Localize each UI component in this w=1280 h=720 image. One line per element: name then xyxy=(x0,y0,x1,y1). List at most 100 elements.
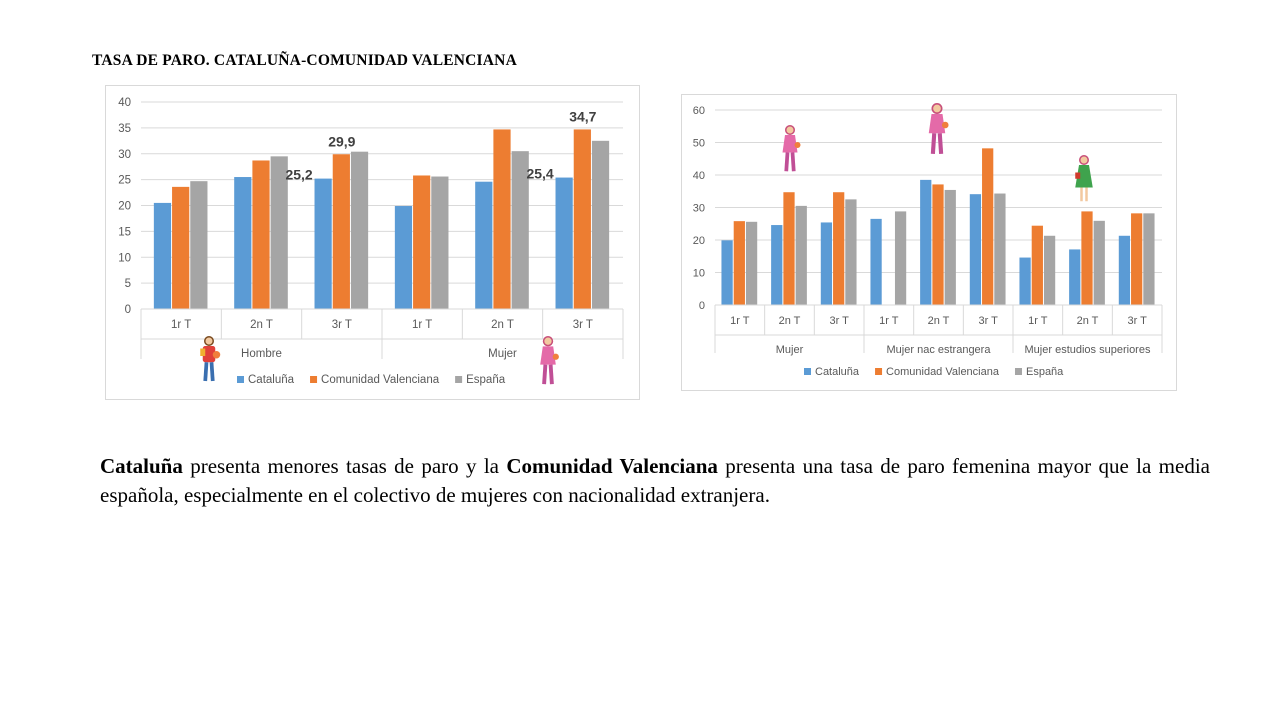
legend-label: España xyxy=(1026,366,1064,378)
y-tick-label: 60 xyxy=(693,105,705,117)
category-label: 3r T xyxy=(332,319,352,331)
bar xyxy=(982,148,994,305)
bar xyxy=(573,129,591,309)
group-label: Mujer xyxy=(488,348,517,360)
y-tick-label: 5 xyxy=(125,278,131,290)
data-label: 34,7 xyxy=(569,108,596,124)
bar xyxy=(1031,225,1043,305)
category-label: 2n T xyxy=(928,315,950,327)
category-label: 1r T xyxy=(1028,315,1048,327)
woman-figure-icon xyxy=(928,102,949,155)
bar xyxy=(1069,249,1081,305)
bar xyxy=(234,177,252,309)
chart-tasa-paro-mujer: 0 10 20 30 40 50 60 1r T 2n T 3r T Mujer 1r T 2n T 3r… xyxy=(681,94,1177,391)
group-label: Mujer xyxy=(776,344,804,356)
legend-label: Cataluña xyxy=(815,366,860,378)
y-tick-label: 25 xyxy=(118,175,131,187)
bar xyxy=(721,240,733,305)
bar xyxy=(190,181,208,309)
bar xyxy=(745,221,758,305)
bar xyxy=(1143,213,1155,305)
man-figure-icon xyxy=(200,336,221,382)
chart-2-svg: 0 10 20 30 40 50 60 1r T 2n T 3r T Mujer 1r T 2n T 3r… xyxy=(693,102,1163,378)
category-label: 2n T xyxy=(491,319,514,331)
legend-swatch xyxy=(237,376,244,383)
y-tick-label: 0 xyxy=(125,304,131,316)
bar xyxy=(1019,257,1031,305)
slide-title: TASA DE PARO. CATALUÑA-COMUNIDAD VALENCI… xyxy=(92,52,517,69)
legend-swatch xyxy=(455,376,463,383)
y-tick-label: 35 xyxy=(118,123,131,135)
category-label: 3r T xyxy=(829,315,849,327)
text-bold-cataluna: Cataluña xyxy=(100,454,183,478)
bar xyxy=(493,129,511,309)
bar xyxy=(969,194,982,305)
legend-label: España xyxy=(466,374,506,386)
category-label: 1r T xyxy=(412,319,432,331)
category-label: 2n T xyxy=(779,315,801,327)
bar xyxy=(833,192,845,305)
y-tick-label: 40 xyxy=(693,170,705,182)
bar xyxy=(994,193,1006,305)
bar xyxy=(511,151,529,309)
bar xyxy=(820,222,833,305)
woman-figure-icon xyxy=(1075,155,1093,202)
bar xyxy=(270,156,288,309)
bar xyxy=(413,175,431,309)
legend-label: Cataluña xyxy=(248,374,295,386)
category-label: 2n T xyxy=(250,319,273,331)
y-tick-label: 30 xyxy=(118,149,131,161)
bar xyxy=(555,177,573,309)
bar xyxy=(1043,235,1056,305)
y-tick-label: 20 xyxy=(118,201,131,213)
woman-figure-icon xyxy=(540,335,559,385)
group-label: Hombre xyxy=(241,348,282,360)
bar xyxy=(431,176,449,309)
bar xyxy=(771,225,783,305)
category-label: 2n T xyxy=(1077,315,1099,327)
bar xyxy=(1131,213,1143,305)
bar xyxy=(252,160,270,309)
bar xyxy=(845,199,857,305)
woman-figure-icon xyxy=(782,125,801,172)
group-label: Mujer estudios superiores xyxy=(1025,344,1151,356)
category-label: 3r T xyxy=(573,319,593,331)
bar xyxy=(920,179,932,305)
body-paragraph: Cataluña presenta menores tasas de paro … xyxy=(100,452,1210,510)
bar xyxy=(1081,211,1093,305)
text-segment-2: presenta una tasa de paro femenina mayor… xyxy=(100,454,1210,507)
chart-tasa-paro-sexo: 0 5 10 15 20 25 30 35 40 25,2 29,9 25,4 34,7 1r T 2n T… xyxy=(105,85,640,400)
legend-swatch xyxy=(1014,368,1022,375)
text-bold-comunidad: Comunidad Valenciana xyxy=(506,454,718,478)
bar xyxy=(894,211,907,305)
data-label: 25,2 xyxy=(285,167,312,183)
bar xyxy=(783,192,795,305)
legend-swatch xyxy=(310,376,318,383)
y-tick-label: 40 xyxy=(118,97,131,109)
category-label: 1r T xyxy=(879,315,899,327)
bar xyxy=(591,140,610,309)
legend-swatch xyxy=(804,368,811,375)
y-tick-label: 10 xyxy=(693,268,705,280)
data-label: 29,9 xyxy=(328,133,355,149)
bar xyxy=(795,205,807,305)
bar xyxy=(932,184,944,305)
group-label: Mujer nac estrangera xyxy=(887,344,992,356)
category-label: 3r T xyxy=(978,315,998,327)
y-tick-label: 10 xyxy=(118,252,131,264)
bar xyxy=(1118,235,1131,305)
legend-label: Comunidad Valenciana xyxy=(321,374,440,386)
text-segment-1: presenta menores tasas de paro y la xyxy=(182,454,507,478)
bar xyxy=(394,206,413,309)
bar xyxy=(153,202,172,309)
bar xyxy=(1093,220,1105,305)
y-tick-label: 15 xyxy=(118,226,131,238)
bar xyxy=(332,154,350,309)
legend-swatch xyxy=(875,368,883,375)
category-label: 1r T xyxy=(730,315,750,327)
y-tick-label: 30 xyxy=(693,203,705,215)
chart-1-svg: 0 5 10 15 20 25 30 35 40 25,2 29,9 25,4 34,7 1r T 2n T… xyxy=(118,97,624,386)
bar xyxy=(350,151,369,309)
data-label: 25,4 xyxy=(526,166,553,182)
bar xyxy=(475,181,493,309)
